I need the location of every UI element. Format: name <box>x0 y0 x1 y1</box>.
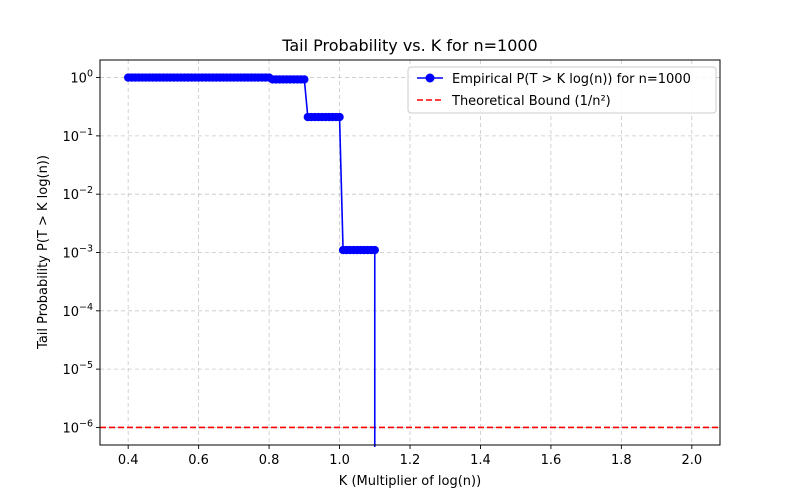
plot-data <box>100 73 720 447</box>
y-tick-label: 10−4 <box>62 302 93 320</box>
x-tick-label: 1.6 <box>541 453 562 468</box>
y-tick-label: 100 <box>70 69 93 87</box>
legend-box <box>407 66 717 114</box>
empirical-point <box>335 112 344 122</box>
chart-title: Tail Probability vs. K for n=1000 <box>281 36 537 55</box>
x-tick-label: 0.4 <box>118 453 139 468</box>
legend-label-empirical: Empirical P(T > K log(n)) for n=1000 <box>452 72 691 87</box>
x-axis-title: K (Multiplier of log(n)) <box>339 474 481 489</box>
x-tick-label: 1.4 <box>470 453 491 468</box>
x-tick-label: 1.2 <box>400 453 421 468</box>
empirical-point <box>370 245 379 255</box>
x-tick-label: 1.8 <box>611 453 632 468</box>
legend: Empirical P(T > K log(n)) for n=1000 The… <box>407 66 717 114</box>
y-tick-label: 10−3 <box>62 244 93 262</box>
y-axis-title: Tail Probability P(T > K log(n)) <box>36 155 51 350</box>
x-tick-label: 0.6 <box>188 453 209 468</box>
y-tick-label: 10−6 <box>62 418 93 436</box>
legend-label-theoretical: Theoretical Bound (1/n²) <box>451 94 611 109</box>
empirical-point <box>300 75 309 84</box>
ticks: 0.4 0.6 0.8 1.0 1.2 1.4 1.6 1.8 2.0 100 10−1 10−2 10… <box>62 69 702 468</box>
x-tick-label: 0.8 <box>259 453 280 468</box>
legend-marker-empirical <box>425 73 435 83</box>
x-tick-label: 1.0 <box>329 453 350 468</box>
x-tick-label: 2.0 <box>681 453 702 468</box>
y-tick-label: 10−1 <box>62 127 93 145</box>
y-tick-label: 10−5 <box>62 360 93 378</box>
y-tick-label: 10−2 <box>62 185 93 203</box>
